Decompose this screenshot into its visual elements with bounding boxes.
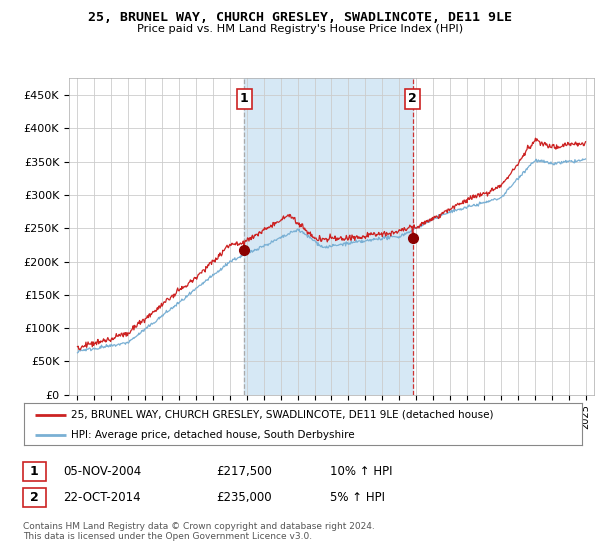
Text: 25, BRUNEL WAY, CHURCH GRESLEY, SWADLINCOTE, DE11 9LE (detached house): 25, BRUNEL WAY, CHURCH GRESLEY, SWADLINC… [71, 410, 494, 420]
Text: Contains HM Land Registry data © Crown copyright and database right 2024.
This d: Contains HM Land Registry data © Crown c… [23, 522, 374, 542]
Text: Price paid vs. HM Land Registry's House Price Index (HPI): Price paid vs. HM Land Registry's House … [137, 24, 463, 34]
Text: £217,500: £217,500 [216, 465, 272, 478]
Bar [244, 78, 413, 395]
Text: 1: 1 [30, 465, 38, 478]
Text: 2: 2 [409, 92, 417, 105]
Text: £235,000: £235,000 [216, 491, 272, 504]
Text: HPI: Average price, detached house, South Derbyshire: HPI: Average price, detached house, Sout… [71, 430, 355, 440]
Text: 05-NOV-2004: 05-NOV-2004 [63, 465, 141, 478]
Text: 2: 2 [30, 491, 38, 504]
Text: 10% ↑ HPI: 10% ↑ HPI [330, 465, 392, 478]
Text: 25, BRUNEL WAY, CHURCH GRESLEY, SWADLINCOTE, DE11 9LE: 25, BRUNEL WAY, CHURCH GRESLEY, SWADLINC… [88, 11, 512, 24]
Text: 1: 1 [240, 92, 248, 105]
Text: 22-OCT-2014: 22-OCT-2014 [63, 491, 140, 504]
Text: 5% ↑ HPI: 5% ↑ HPI [330, 491, 385, 504]
